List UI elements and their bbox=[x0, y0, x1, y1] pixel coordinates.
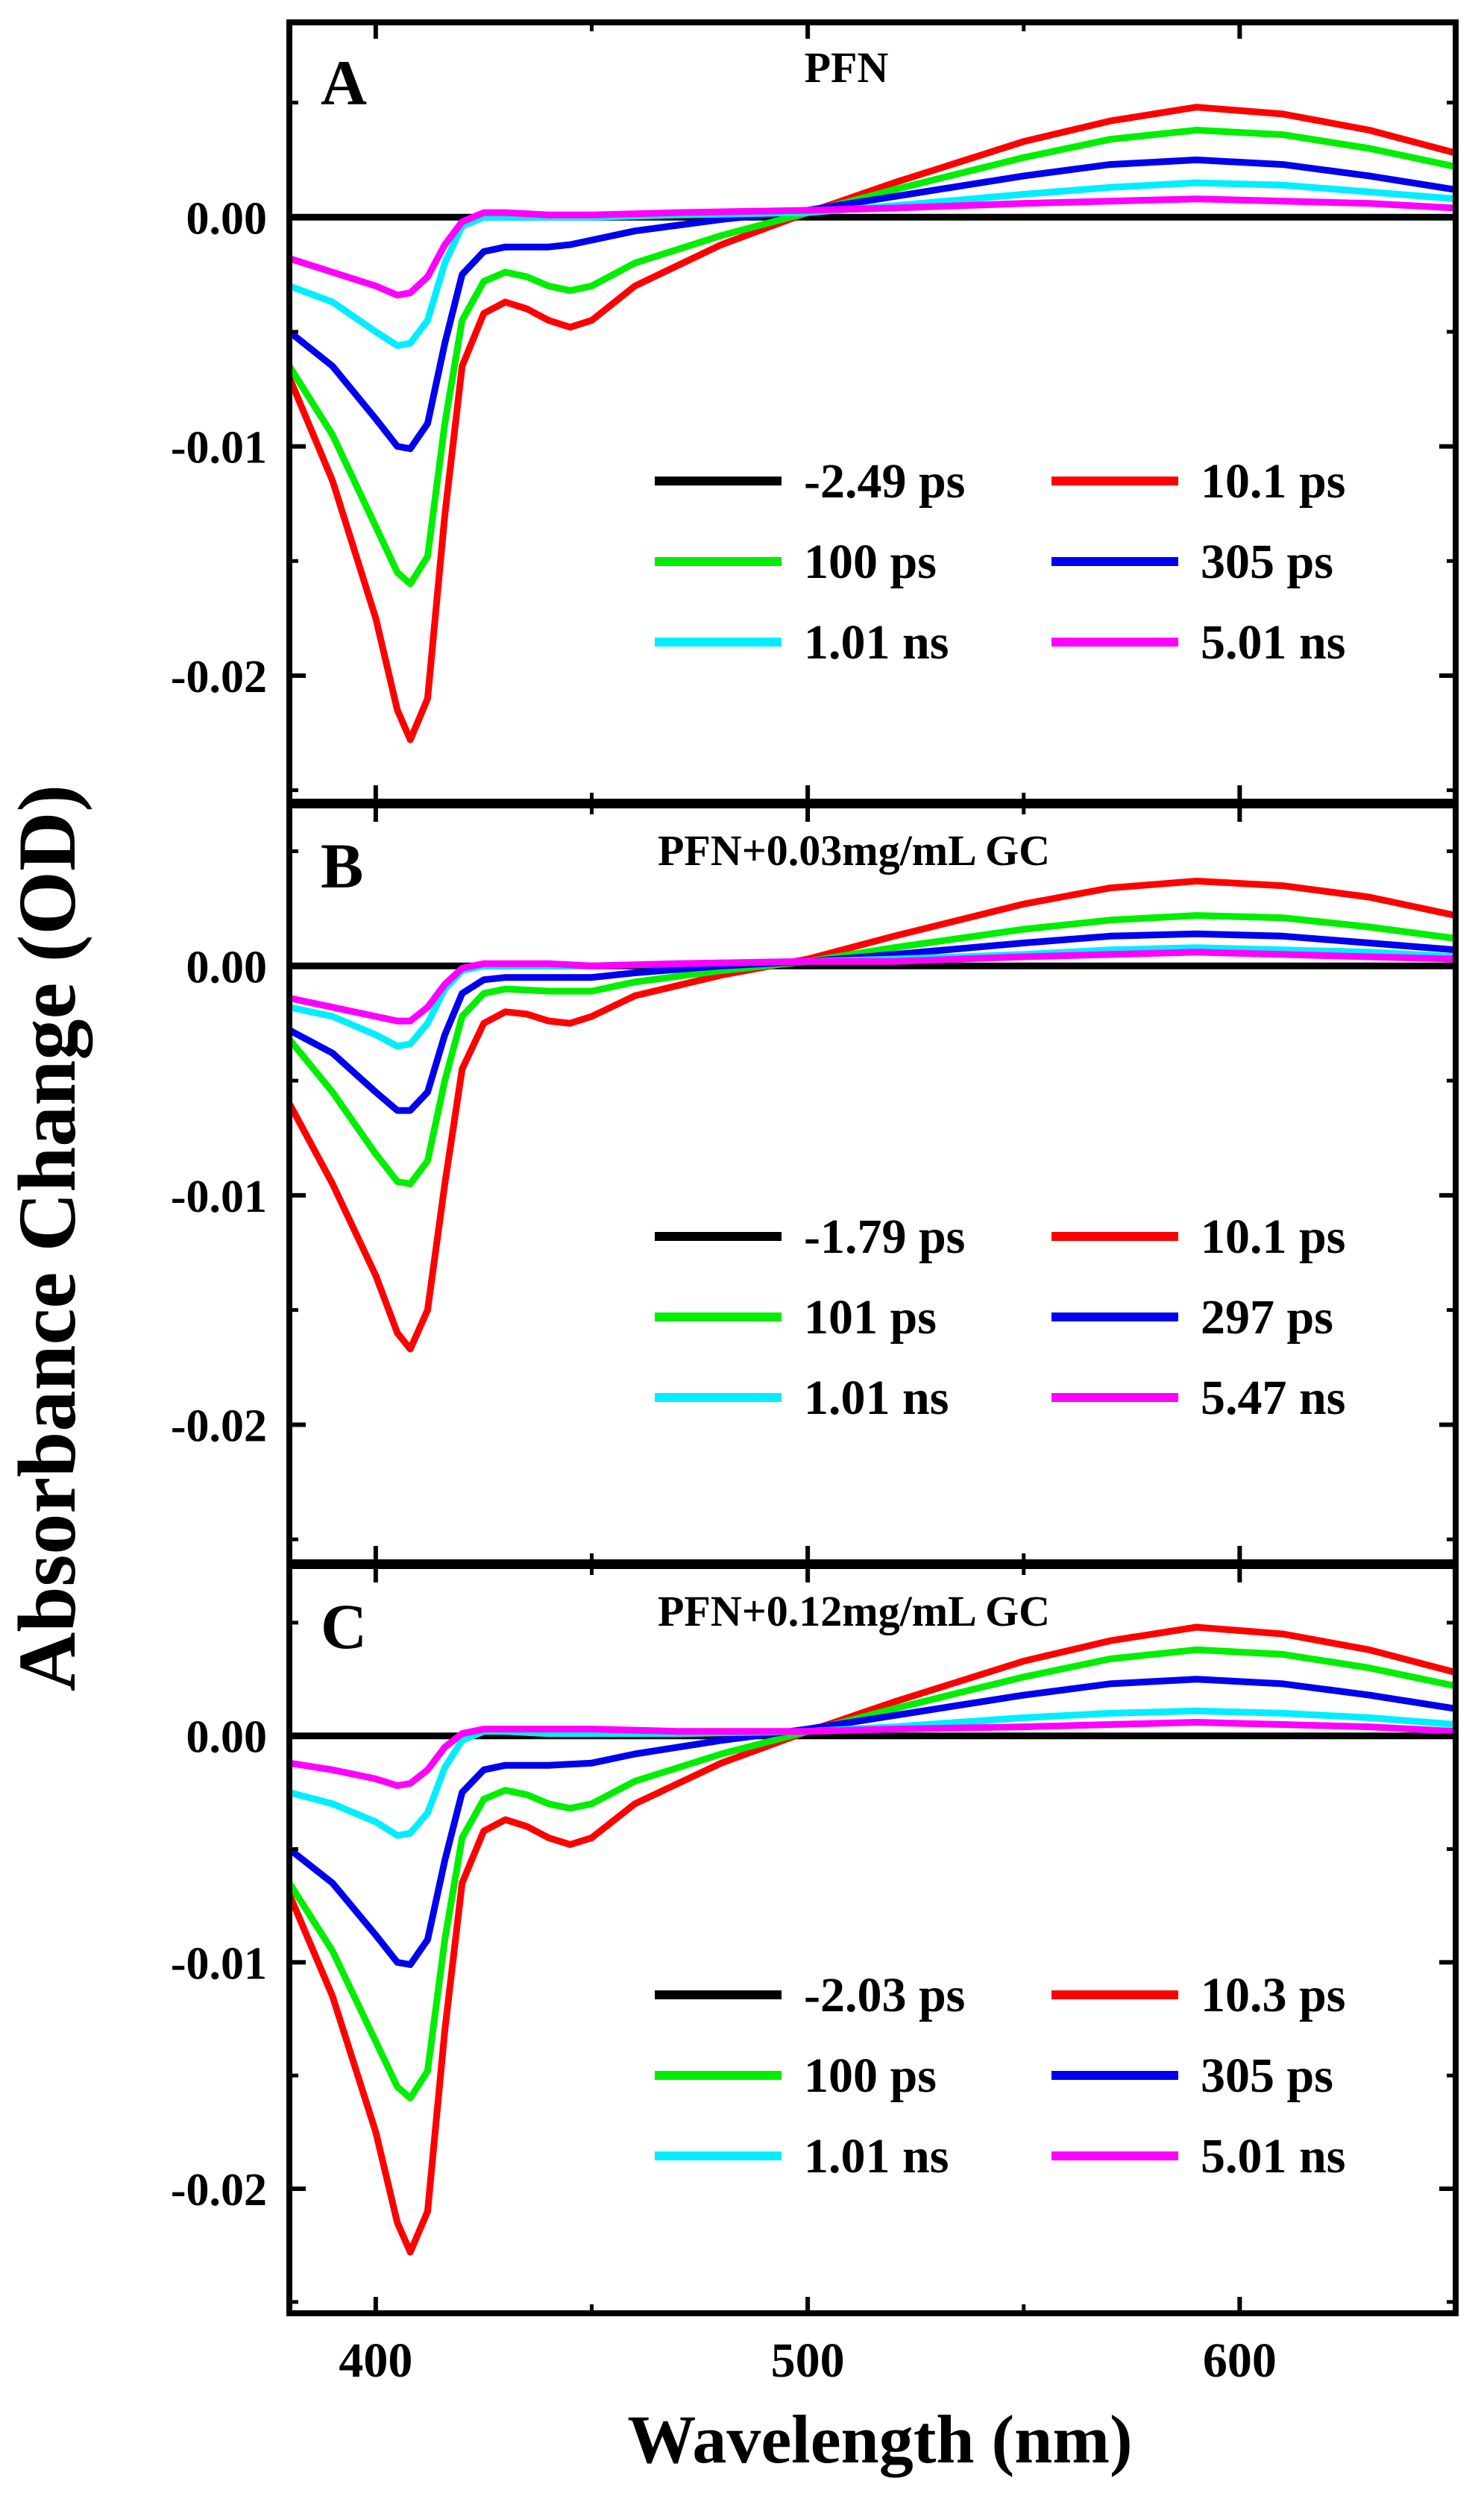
series-line-blue bbox=[289, 930, 1456, 1114]
legend-label: 101 ps bbox=[804, 1290, 937, 1345]
panel-frame bbox=[286, 802, 1459, 1565]
legend-label: 100 ps bbox=[804, 2049, 937, 2103]
series-line-magenta bbox=[289, 195, 1456, 299]
legend-label: 1.01 ns bbox=[804, 615, 949, 670]
panel-title: PFN bbox=[805, 43, 889, 92]
panels-group: 0.00 -0.01 -0.02 A PFN -2.49 ps 10.1 ps 100 ps 3… bbox=[171, 19, 1459, 2388]
series-group bbox=[289, 878, 1456, 1353]
series-line-green bbox=[289, 912, 1456, 1187]
series-line-cyan bbox=[289, 1707, 1456, 1839]
y-tick-label: -0.01 bbox=[171, 1938, 267, 1989]
legend-label: 5.01 ns bbox=[1201, 615, 1345, 670]
y-tick-label: 0.00 bbox=[186, 193, 268, 244]
legend-label: -2.49 ps bbox=[804, 454, 965, 509]
series-line-blue bbox=[289, 156, 1456, 453]
y-tick-label: -0.02 bbox=[171, 2165, 267, 2216]
legend-label: 10.1 ps bbox=[1201, 454, 1345, 509]
series-line-red bbox=[289, 1623, 1456, 2256]
series-line-red bbox=[289, 878, 1456, 1353]
panel-frame bbox=[286, 19, 1459, 805]
y-tick-label: -0.01 bbox=[171, 1172, 267, 1222]
legend-label: 297 ps bbox=[1201, 1290, 1333, 1345]
y-tick-label: 0.00 bbox=[186, 942, 268, 993]
panel-a: 0.00 -0.01 -0.02 A PFN -2.49 ps 10.1 ps 100 ps 3… bbox=[171, 19, 1459, 805]
legend-label: -1.79 ps bbox=[804, 1210, 965, 1264]
x-tick-label: 500 bbox=[771, 2333, 845, 2388]
series-line-magenta bbox=[289, 949, 1456, 1025]
series-group bbox=[289, 1623, 1456, 2256]
legend-label: 1.01 ns bbox=[804, 2129, 949, 2184]
panel-frame bbox=[286, 1563, 1459, 2316]
y-axis-label: Absorbance Change (OD) bbox=[1, 785, 92, 1691]
panel-letter: C bbox=[321, 1591, 367, 1662]
y-tick-label: 0.00 bbox=[186, 1712, 268, 1763]
legend-label: 100 ps bbox=[804, 535, 937, 589]
legend-label: 305 ps bbox=[1201, 535, 1333, 589]
y-tick-label: -0.02 bbox=[171, 652, 267, 702]
legend-label: -2.03 ps bbox=[804, 1968, 965, 2022]
legend-label: 5.01 ns bbox=[1201, 2129, 1345, 2184]
panel-letter: A bbox=[321, 47, 367, 119]
legend-label: 10.1 ps bbox=[1201, 1210, 1345, 1264]
panel-letter: B bbox=[321, 830, 363, 902]
legend-label: 5.47 ns bbox=[1201, 1371, 1345, 1425]
legend-label: 305 ps bbox=[1201, 2049, 1333, 2103]
legend-label: 10.3 ps bbox=[1201, 1968, 1345, 2022]
series-line-green bbox=[289, 127, 1456, 588]
panel-c: 0.00 -0.01 -0.02 C PFN+0.12mg/mL GC -2.03 ps 1… bbox=[171, 1563, 1459, 2316]
legend-label: 1.01 ns bbox=[804, 1371, 949, 1425]
panel-title: PFN+0.03mg/mL GC bbox=[658, 826, 1050, 875]
panel-b: 0.00 -0.01 -0.02 B PFN+0.03mg/mL GC -1.79 ps 1… bbox=[171, 802, 1459, 1565]
series-line-red bbox=[289, 104, 1456, 744]
series-group bbox=[289, 104, 1456, 744]
series-line-green bbox=[289, 1646, 1456, 2101]
panel-title: PFN+0.12mg/mL GC bbox=[658, 1587, 1050, 1635]
y-tick-label: -0.02 bbox=[171, 1400, 267, 1451]
series-line-blue bbox=[289, 1676, 1456, 1968]
x-tick-label: 400 bbox=[339, 2333, 412, 2388]
x-axis-label: Wavelength (nm) bbox=[627, 2401, 1132, 2477]
x-tick-label: 600 bbox=[1203, 2333, 1277, 2388]
series-line-magenta bbox=[289, 1719, 1456, 1789]
y-tick-label: -0.01 bbox=[171, 423, 267, 474]
